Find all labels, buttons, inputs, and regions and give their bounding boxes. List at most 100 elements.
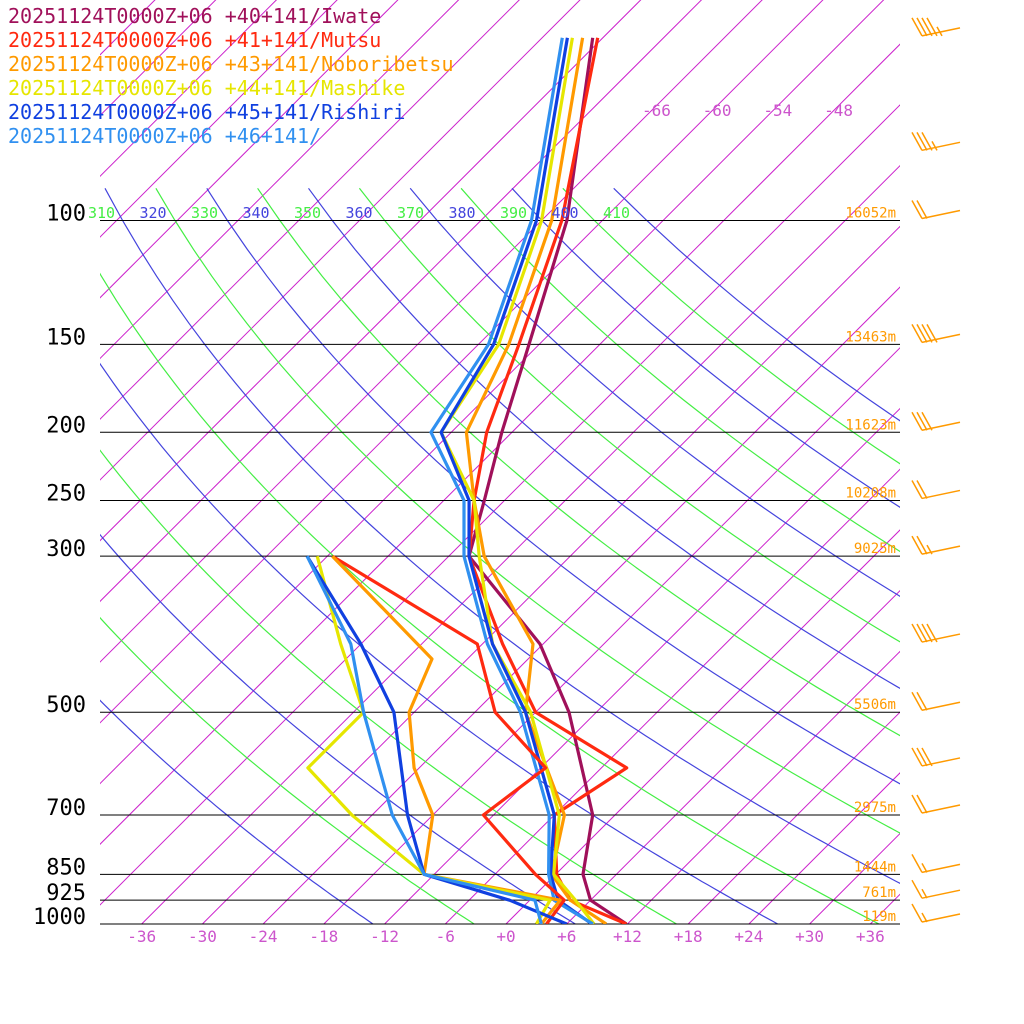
dry-adiabat-line	[104, 188, 900, 885]
wind-barb-flag	[916, 17, 928, 37]
sounding-line	[331, 554, 566, 924]
wind-barb-flag	[921, 623, 933, 643]
isotherm-line	[627, 650, 900, 924]
isotherm-line	[100, 0, 278, 178]
wind-barb-flag	[911, 324, 923, 343]
wind-barb-flag	[921, 17, 933, 37]
pressure-label: 700	[46, 796, 86, 821]
wind-barb-half-flag	[921, 862, 928, 873]
height-label: 5506m	[854, 697, 896, 713]
sounding-line	[467, 37, 628, 924]
wind-barb-staff	[921, 633, 961, 643]
wind-barb	[911, 131, 961, 152]
wind-barb-flag	[911, 691, 923, 711]
dry-adiabat-line	[460, 187, 900, 553]
legend-entry: 20251124T0000Z+06 +44+141/Mashike	[8, 76, 406, 100]
isotherm-line	[100, 0, 217, 117]
wind-barb-staff	[921, 489, 961, 500]
wind-barb	[911, 853, 961, 874]
wind-barb-staff	[921, 757, 961, 767]
theta-label: 350	[294, 204, 321, 222]
wind-barb	[911, 535, 961, 555]
x-tick-label: -6	[436, 927, 455, 946]
wind-barb-half-flag	[931, 140, 938, 151]
isotherm-line	[100, 0, 460, 360]
height-label: 9025m	[854, 541, 896, 557]
wind-barb-flag	[926, 17, 938, 37]
wind-barb-half-flag	[936, 26, 943, 37]
wind-barb-flag	[911, 17, 923, 37]
wind-barb-flag	[911, 131, 923, 151]
wind-barb-flag	[916, 691, 928, 711]
sounding-line	[467, 37, 629, 924]
wind-barb-staff	[921, 333, 961, 344]
dry-adiabat-line	[409, 187, 900, 597]
isotherm-line	[505, 529, 900, 924]
legend-entry: 20251124T0000Z+06 +45+141/Rishiri	[8, 100, 406, 124]
theta-label: 310	[88, 204, 115, 222]
dry-adiabat-line	[511, 187, 900, 508]
wind-barb-flag	[911, 747, 923, 767]
sounding-line	[306, 555, 552, 924]
wind-barb	[911, 324, 961, 344]
isotherm-top-label: -60	[703, 101, 732, 120]
height-label: 10208m	[845, 485, 896, 501]
sounding-line	[305, 555, 568, 924]
isotherm-top-label: -66	[642, 101, 671, 120]
wind-barb-staff	[921, 913, 961, 923]
pressure-label: 1000	[33, 905, 86, 930]
wind-barb-flag	[916, 794, 928, 814]
sounding-line	[439, 37, 593, 924]
wind-barb-flag	[911, 794, 923, 814]
wind-barb	[911, 747, 961, 767]
isotherm-line	[687, 711, 900, 924]
wind-barb-flag	[916, 411, 928, 431]
x-tick-label: -18	[309, 927, 338, 946]
pressure-label: 925	[46, 881, 86, 906]
isotherm-line	[931, 0, 1024, 924]
wind-barb-flag	[911, 535, 923, 555]
wind-barb-flag	[916, 131, 928, 151]
wind-barb-flag	[926, 324, 938, 343]
x-tick-label: +12	[613, 927, 642, 946]
wind-barb	[911, 794, 961, 814]
wind-barb	[911, 691, 961, 711]
height-label: 119m	[862, 909, 896, 925]
isotherm-line	[100, 0, 338, 238]
x-tick-label: -30	[188, 927, 217, 946]
wind-barb-half-flag	[921, 888, 928, 899]
wind-barb-flag	[911, 623, 923, 643]
sounding-line	[305, 555, 543, 924]
isotherm-line	[444, 468, 900, 924]
dry-adiabat-line	[257, 187, 900, 737]
x-tick-label: +18	[674, 927, 703, 946]
wind-barb-half-flag	[921, 912, 928, 923]
x-tick-label: +0	[496, 927, 515, 946]
sounding-line	[439, 37, 596, 924]
wind-barb-flag	[916, 623, 928, 643]
wind-barb-staff	[921, 421, 961, 432]
height-label: 761m	[862, 885, 896, 901]
wind-barb-flag	[911, 411, 923, 431]
dry-adiabat-line	[308, 187, 900, 690]
height-label: 11623m	[845, 417, 896, 433]
isotherm-top-label: -48	[824, 101, 853, 120]
wind-barb-flag	[911, 853, 923, 873]
theta-label: 380	[449, 204, 476, 222]
dry-adiabat-line	[100, 533, 576, 924]
dry-adiabat-line	[100, 272, 880, 924]
sounding-line	[331, 555, 562, 924]
theta-label: 410	[603, 204, 630, 222]
wind-barb-flag	[921, 747, 933, 767]
wind-barb-flag	[911, 903, 923, 923]
x-tick-label: +36	[856, 927, 885, 946]
wind-barb	[911, 200, 961, 220]
wind-barb	[911, 879, 961, 899]
wind-barb-flag	[926, 623, 938, 643]
isotherm-line	[748, 772, 900, 924]
x-tick-label: -24	[249, 927, 278, 946]
dry-adiabat-line	[358, 187, 900, 643]
dry-adiabat-line	[100, 449, 677, 924]
wind-barb-staff	[921, 889, 961, 899]
legend-entry: 20251124T0000Z+06 +41+141/Mutsu	[8, 28, 382, 52]
